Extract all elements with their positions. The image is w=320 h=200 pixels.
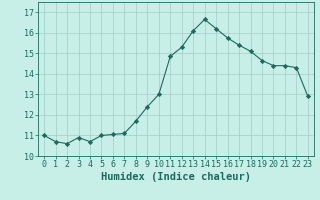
X-axis label: Humidex (Indice chaleur): Humidex (Indice chaleur) bbox=[101, 172, 251, 182]
